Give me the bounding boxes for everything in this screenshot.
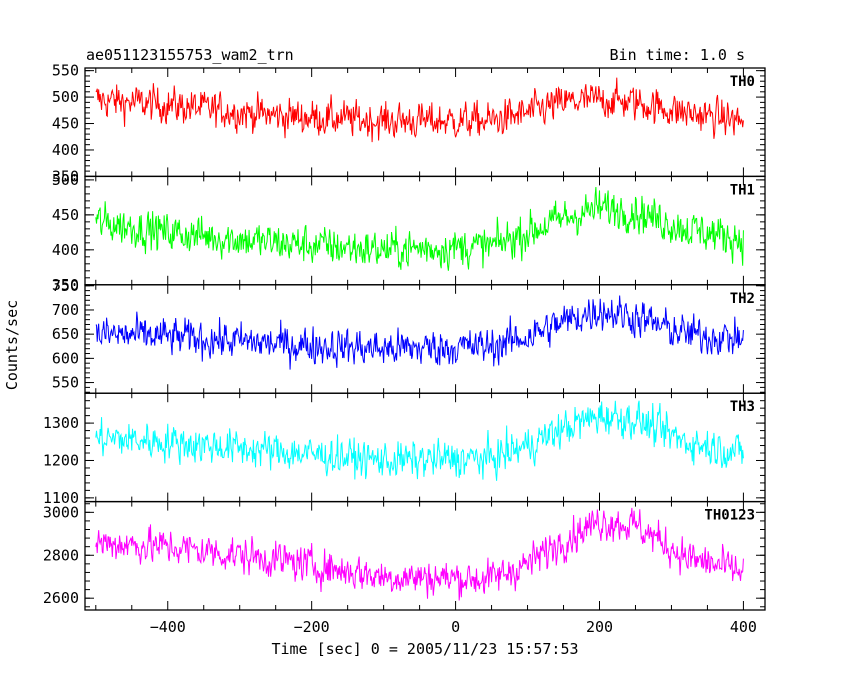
bin-time-label: Bin time: 1.0 s: [610, 46, 745, 64]
chart-title: ae051123155753_wam2_trn: [86, 46, 294, 64]
panel-th0123: 2600 2800 3000 TH0123: [43, 500, 766, 611]
x-axis-label: Time [sec] 0 = 2005/11/23 15:57:53: [271, 640, 578, 658]
panel-label-th0: TH0: [730, 74, 755, 90]
panel-frame: [84, 500, 766, 611]
x-axis: −400 −200 0 200 400: [150, 618, 757, 636]
y-tick-label: 450: [52, 115, 79, 133]
x-tick-label: 400: [730, 618, 757, 636]
y-tick-label: 450: [52, 206, 79, 224]
series-line-th3: [95, 400, 744, 481]
y-tick-label: 350: [52, 276, 79, 294]
series-line-th0123: [95, 507, 744, 601]
panel-label-th2: TH2: [730, 291, 755, 307]
y-tick-label: 650: [52, 325, 79, 343]
y-tick-label: 400: [52, 241, 79, 259]
x-tick-label: 200: [586, 618, 613, 636]
y-axis-label: Counts/sec: [3, 300, 21, 390]
panel-th1: 350 400 450 500 TH1: [52, 171, 766, 294]
y-tick-label: 600: [52, 349, 79, 367]
panels-group: 350 400 450 500 550 TH0 350 400 450 500 TH1 550 600 6…: [43, 62, 766, 611]
y-tick-label: 750: [52, 277, 79, 295]
y-tick-label: 400: [52, 141, 79, 159]
panel-th2: 550 600 650 700 750 TH2: [52, 277, 766, 394]
y-tick-label: 550: [52, 62, 79, 80]
x-tick-label: 0: [451, 618, 460, 636]
y-tick-label: 500: [52, 171, 79, 189]
series-line-th1: [95, 187, 744, 271]
panel-th0: 350 400 450 500 550 TH0: [52, 62, 766, 185]
y-tick-label: 2600: [43, 589, 79, 607]
y-tick-label: 500: [52, 88, 79, 106]
x-tick-label: −200: [294, 618, 330, 636]
y-tick-label: 700: [52, 301, 79, 319]
series-line-th0: [95, 77, 744, 143]
x-tick-label: −400: [150, 618, 186, 636]
y-tick-label: 1200: [43, 451, 79, 469]
panel-th3: 1100 1200 1300 TH3: [43, 392, 766, 507]
y-tick-label: 1100: [43, 489, 79, 507]
y-tick-label: 550: [52, 374, 79, 392]
panel-label-th3: TH3: [730, 399, 755, 415]
y-tick-label: 3000: [43, 503, 79, 521]
y-tick-label: 350: [52, 167, 79, 185]
panel-label-th0123: TH0123: [704, 508, 755, 524]
y-tick-label: 2800: [43, 546, 79, 564]
panel-label-th1: TH1: [730, 182, 755, 198]
y-tick-label: 1300: [43, 414, 79, 432]
series-line-th2: [95, 295, 744, 370]
